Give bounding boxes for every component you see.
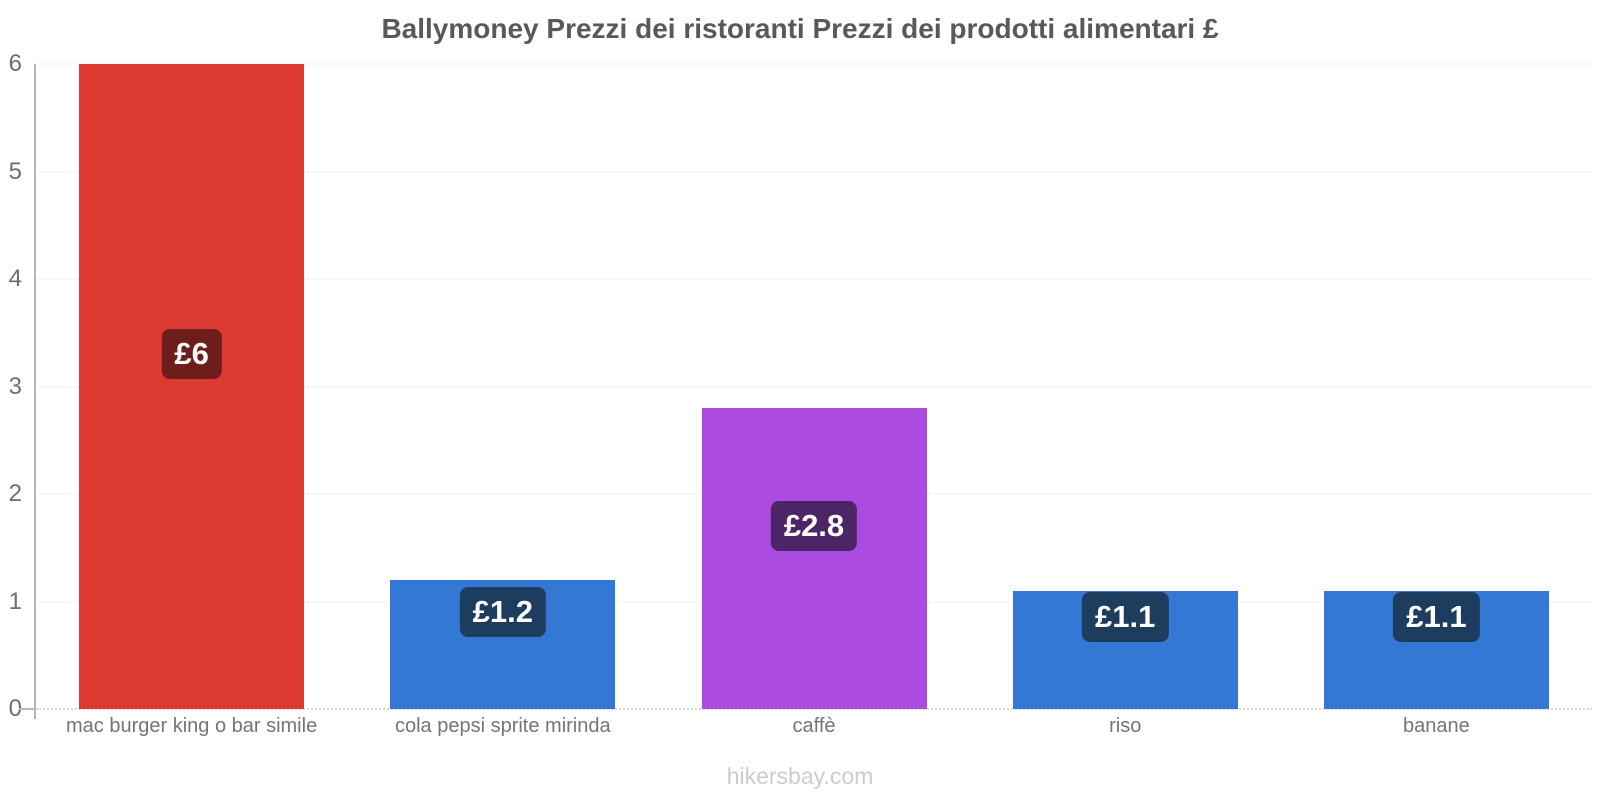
bar-4[interactable]: £1.1 (1012, 590, 1238, 709)
x-axis-category-label: caffè (792, 715, 836, 737)
y-axis-tick-label: 1 (8, 587, 22, 615)
y-axis-tick-label: 5 (8, 157, 22, 185)
bar-value-label: £2.8 (770, 500, 858, 551)
y-axis-tick-label: 4 (8, 265, 22, 292)
gridline (36, 386, 1592, 387)
bar-1[interactable]: £6 (79, 64, 305, 709)
y-axis-tick-label: 6 (8, 50, 22, 77)
y-axis-zero-tick (19, 708, 36, 710)
y-axis-tick-label: 3 (8, 372, 22, 400)
x-axis-labels: mac burger king o bar simile cola pepsi s… (36, 715, 1592, 738)
bar-group: £6 (36, 64, 347, 709)
gridline (36, 171, 1592, 172)
x-axis-baseline (36, 708, 1592, 710)
bar-group: £2.8 (658, 64, 969, 709)
chart-title: Ballymoney Prezzi dei ristoranti Prezzi … (381, 13, 1219, 44)
bar-group: £1.2 (347, 64, 658, 709)
x-axis-category-label: banane (1403, 715, 1470, 737)
x-axis-category-label: mac burger king o bar simile (65, 715, 318, 737)
x-axis-category-label: cola pepsi sprite mirinda (394, 715, 611, 737)
bar-value-label: £1.1 (1393, 591, 1480, 642)
y-axis-tick-label: 2 (8, 480, 22, 507)
bar-3[interactable]: £2.8 (701, 408, 927, 709)
gridline (36, 278, 1592, 280)
bar-5[interactable]: £1.1 (1323, 590, 1549, 709)
watermark: hikersbay.com (726, 763, 874, 789)
bar-group: £1.1 (1281, 64, 1592, 709)
plot-area: 0 1 2 3 4 5 6 £6 £1.2 £2.8 £1.1 £1.1 mac burger ki… (9, 52, 1592, 737)
bar-value-label: £1.1 (1082, 591, 1169, 642)
x-axis-category-label: riso (1109, 715, 1142, 737)
y-axis-tick-label: 0 (8, 695, 22, 722)
y-axis-line (34, 64, 36, 719)
bars-layer: £6 £1.2 £2.8 £1.1 £1.1 (36, 64, 1592, 709)
bar-group: £1.1 (970, 64, 1281, 709)
gridline (36, 63, 1592, 65)
bar-value-label: £6 (161, 328, 222, 379)
bar-value-label: £1.2 (459, 586, 546, 637)
bar-2[interactable]: £1.2 (390, 580, 616, 709)
